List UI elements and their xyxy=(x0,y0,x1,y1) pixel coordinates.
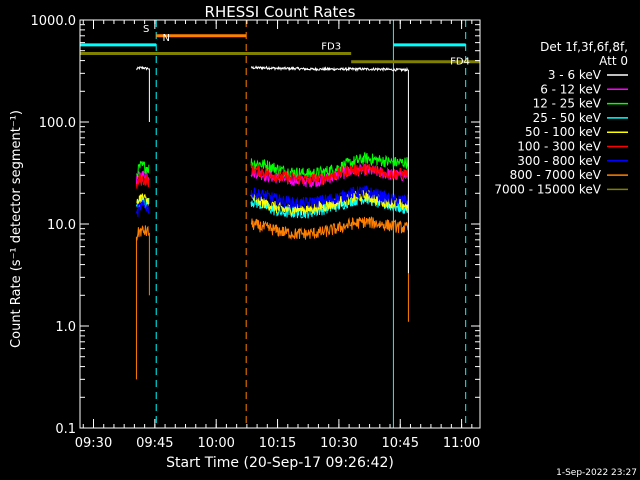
legend-entry-label-5: 100 - 300 keV xyxy=(517,140,601,154)
x-tick-label-1: 09:45 xyxy=(136,436,173,451)
legend-entry-label-1: 6 - 12 keV xyxy=(540,82,602,96)
legend-entry-label-8: 7000 - 15000 keV xyxy=(494,182,601,196)
series-trace-0-0 xyxy=(135,65,150,71)
flag-label-fd3: FD3 xyxy=(321,41,341,52)
y-axis-label: Count Rate (s⁻¹ detector segment⁻¹) xyxy=(9,110,24,348)
series-trace-6-1 xyxy=(250,185,409,210)
series-trace-6-0 xyxy=(135,199,150,217)
series-trace-7-0 xyxy=(135,225,150,241)
plot-area: S N FD3 FD4 xyxy=(79,20,480,428)
x-tick-label-0: 09:30 xyxy=(75,436,112,451)
y-tick-label-4: 0.1 xyxy=(55,422,76,437)
x-tick-label-4: 10:30 xyxy=(320,436,357,451)
chart-title: RHESSI Count Rates xyxy=(205,3,356,21)
series-trace-2-0 xyxy=(136,160,150,178)
legend-header-line1: Det 1f,3f,6f,8f, xyxy=(540,40,628,54)
y-axis: 1000.0 100.0 10.0 1.0 0.1 xyxy=(31,14,480,437)
legend-entry-label-6: 300 - 800 keV xyxy=(517,154,601,168)
flag-label-n: N xyxy=(162,33,169,44)
series-trace-7-1 xyxy=(250,216,409,240)
x-tick-label-5: 10:45 xyxy=(382,436,419,451)
plot-frame xyxy=(79,19,481,429)
legend-entry-label-0: 3 - 6 keV xyxy=(548,68,602,82)
series-trace-4-0 xyxy=(136,193,150,207)
x-axis: 09:30 09:45 10:00 10:15 10:30 10:45 11:00 xyxy=(75,20,480,451)
legend-entry-label-4: 50 - 100 keV xyxy=(525,125,602,139)
series-trace-5-0 xyxy=(135,174,150,189)
legend-header-line2: Att 0 xyxy=(599,54,628,68)
y-tick-label-0: 1000.0 xyxy=(31,14,77,29)
flag-label-s: S xyxy=(143,24,149,35)
y-tick-label-3: 1.0 xyxy=(55,320,76,335)
footer-date: 1-Sep-2022 23:27 xyxy=(556,468,637,478)
y-tick-label-2: 10.0 xyxy=(47,218,76,233)
legend-entry-label-3: 25 - 50 keV xyxy=(533,111,602,125)
flag-label-fd4: FD4 xyxy=(450,57,470,68)
legend-entry-label-7: 800 - 7000 keV xyxy=(510,168,602,182)
series-trace-2-1 xyxy=(250,152,409,180)
x-tick-label-3: 10:15 xyxy=(259,436,296,451)
x-axis-label: Start Time (20-Sep-17 09:26:42) xyxy=(166,455,394,471)
x-tick-label-2: 10:00 xyxy=(197,436,234,451)
series-trace-5-1 xyxy=(250,162,409,187)
series-trace-0-1 xyxy=(250,65,409,73)
legend-entry-label-2: 12 - 25 keV xyxy=(533,97,602,111)
x-tick-label-6: 11:00 xyxy=(443,436,480,451)
y-tick-label-1: 100.0 xyxy=(39,116,76,131)
